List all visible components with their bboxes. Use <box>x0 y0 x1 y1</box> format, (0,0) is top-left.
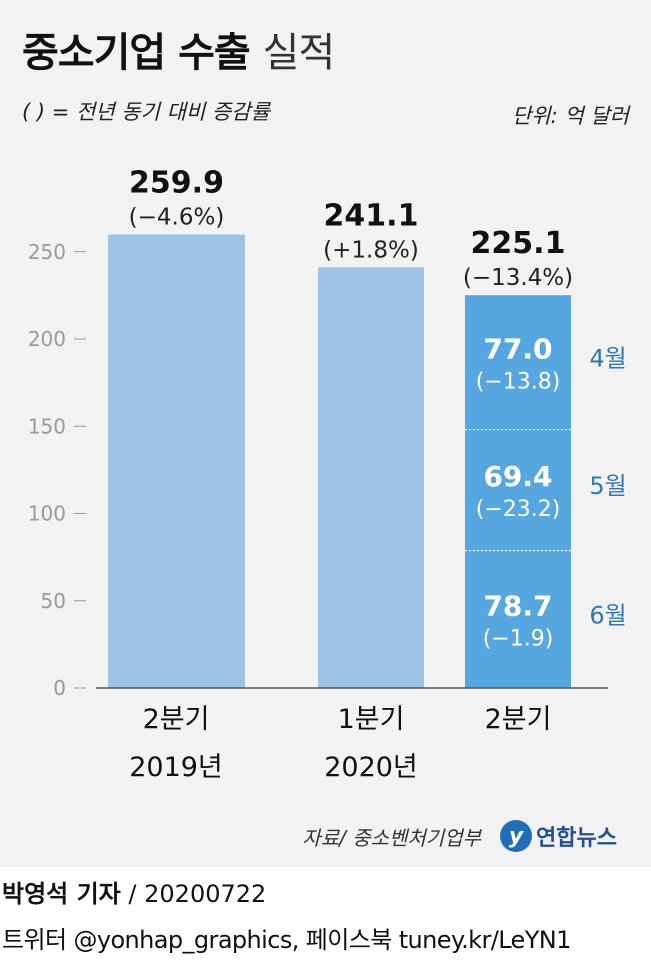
byline: 박영석 기자 / 20200722 <box>2 874 266 909</box>
chart-unit: 단위: 억 달러 <box>511 104 629 128</box>
segment-change-label: (−1.9) <box>483 626 554 651</box>
stack-segment <box>465 550 571 688</box>
x-tick-year-label: 2020년 <box>324 752 418 783</box>
bar-change-label: (−4.6%) <box>129 204 225 230</box>
chart-title: 중소기업 수출 실적 <box>22 30 336 76</box>
yonhap-logo: y 연합뉴스 <box>500 816 617 856</box>
y-tick-label: 50 <box>41 589 66 613</box>
segment-month-label: 4월 <box>589 344 626 372</box>
segment-month-label: 5월 <box>589 472 626 500</box>
x-tick-label: 2분기 <box>485 704 552 735</box>
x-tick-label: 1분기 <box>338 704 405 735</box>
bar-change-label: (−13.4%) <box>463 265 573 291</box>
segment-change-label: (−13.8) <box>476 369 561 394</box>
bar-chart: 0 50 100 150 200 250 259.9 (−4.6%) 241.1 (+1.8%) 7… <box>28 165 627 783</box>
y-tick-label: 0 <box>53 676 66 700</box>
yonhap-logo-icon: y <box>500 820 532 852</box>
social-links: 트위터 @yonhap_graphics, 페이스북 tuney.kr/LeYN… <box>2 926 571 954</box>
reporter-name: 박영석 기자 <box>2 880 121 908</box>
source-note: 자료/ 중소벤처기업부 <box>302 826 481 850</box>
chart-title-light: 실적 <box>262 30 336 76</box>
bar-change-label: (+1.8%) <box>323 237 419 263</box>
yonhap-logo-text: 연합뉴스 <box>536 826 617 851</box>
segment-change-label: (−23.2) <box>476 497 561 522</box>
y-tick-label: 200 <box>28 327 66 351</box>
stack-segment <box>465 295 571 430</box>
bar-value-label: 225.1 <box>471 226 566 261</box>
byline-separator: / <box>128 880 137 908</box>
x-tick-year-label: 2019년 <box>129 752 223 783</box>
chart-note: ( ) = 전년 동기 대비 증감률 <box>22 100 270 124</box>
bar-value-label: 259.9 <box>129 165 224 200</box>
stack-segment <box>465 429 571 551</box>
segment-value-label: 77.0 <box>483 332 552 365</box>
bar-value-label: 241.1 <box>324 198 419 233</box>
x-tick-label: 2분기 <box>143 704 210 735</box>
segment-month-label: 6월 <box>589 601 626 629</box>
y-tick-label: 150 <box>28 414 66 438</box>
bar <box>318 267 424 688</box>
segment-value-label: 69.4 <box>483 460 552 493</box>
y-tick-label: 100 <box>28 502 66 526</box>
segment-value-label: 78.7 <box>483 589 552 622</box>
publish-date: 20200722 <box>144 880 267 908</box>
y-tick-label: 250 <box>28 240 66 264</box>
bar <box>108 234 245 689</box>
footer <box>0 867 651 969</box>
